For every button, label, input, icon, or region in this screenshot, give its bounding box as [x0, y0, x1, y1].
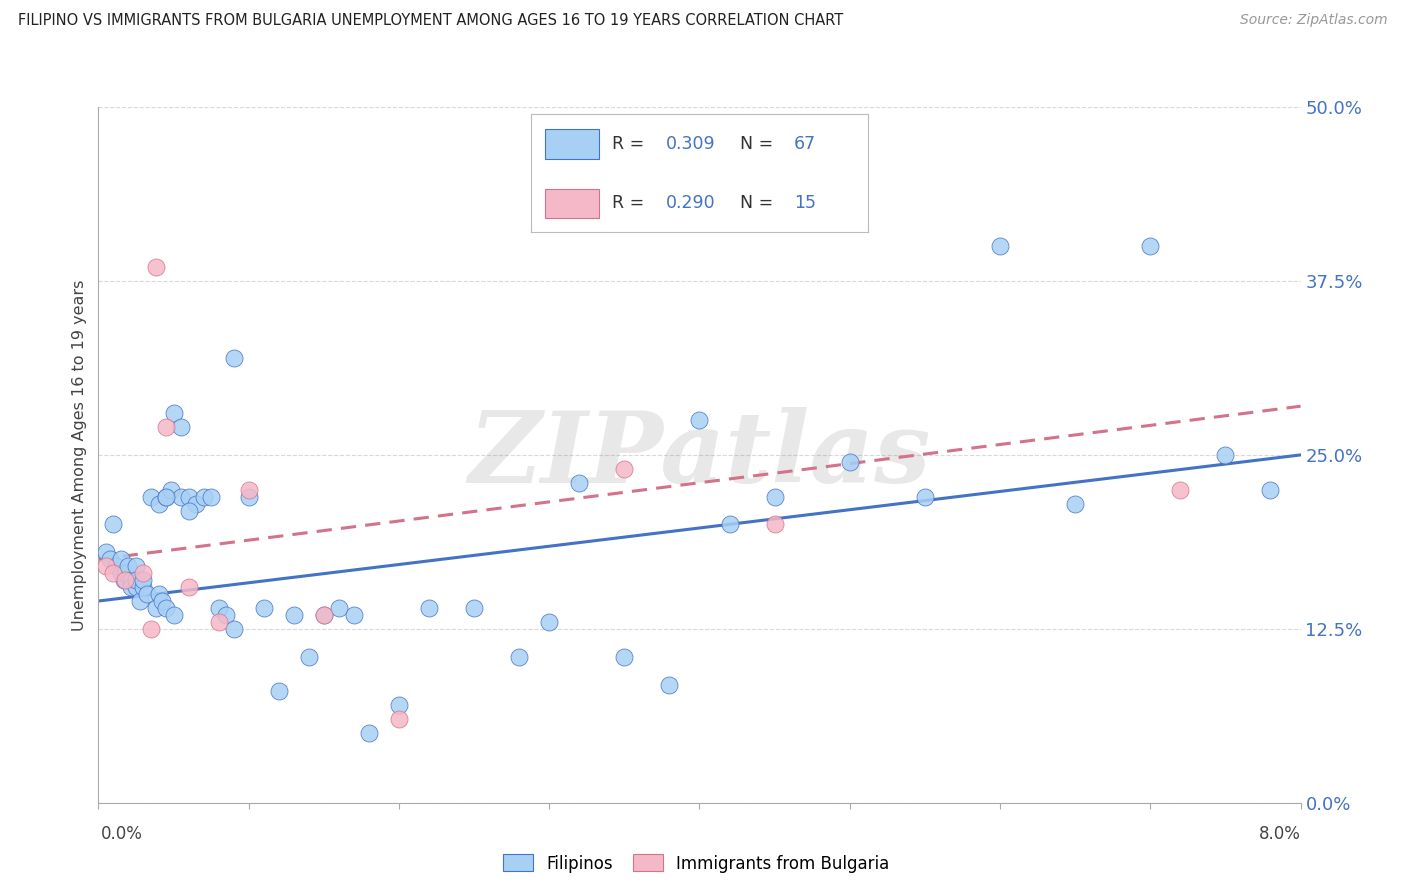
Point	[763, 490, 786, 504]
Point	[222, 622, 245, 636]
Text: ZIPatlas: ZIPatlas	[468, 407, 931, 503]
Point	[298, 649, 321, 664]
Point	[718, 517, 741, 532]
Text: FILIPINO VS IMMIGRANTS FROM BULGARIA UNEMPLOYMENT AMONG AGES 16 TO 19 YEARS CORR: FILIPINO VS IMMIGRANTS FROM BULGARIA UNE…	[18, 13, 844, 29]
Point	[125, 573, 148, 587]
Point	[94, 559, 117, 574]
Point	[1260, 483, 1282, 497]
Point	[283, 607, 305, 622]
Point	[1139, 239, 1161, 253]
Point	[129, 594, 152, 608]
Point	[838, 455, 860, 469]
Point	[763, 517, 786, 532]
Point	[613, 462, 636, 476]
Point	[112, 573, 135, 587]
Point	[463, 601, 485, 615]
Point	[155, 490, 177, 504]
Legend: Filipinos, Immigrants from Bulgaria: Filipinos, Immigrants from Bulgaria	[496, 847, 896, 880]
Point	[155, 601, 177, 615]
Point	[121, 573, 143, 587]
Point	[388, 712, 411, 726]
Point	[159, 483, 181, 497]
Point	[193, 490, 215, 504]
Point	[208, 601, 231, 615]
Point	[132, 566, 155, 581]
Point	[170, 420, 193, 434]
Point	[658, 677, 681, 691]
Point	[357, 726, 380, 740]
Text: 8.0%: 8.0%	[1258, 825, 1301, 843]
Point	[132, 573, 155, 587]
Point	[145, 260, 167, 274]
Point	[110, 566, 132, 581]
Point	[110, 552, 132, 566]
Point	[162, 607, 184, 622]
Point	[1170, 483, 1192, 497]
Point	[125, 559, 148, 574]
Text: 0.0%: 0.0%	[101, 825, 143, 843]
Point	[105, 559, 128, 574]
Point	[170, 490, 193, 504]
Point	[177, 490, 200, 504]
Point	[132, 580, 155, 594]
Point	[988, 239, 1011, 253]
Point	[388, 698, 411, 713]
Point	[267, 684, 290, 698]
Point	[312, 607, 335, 622]
Point	[103, 566, 125, 581]
Point	[117, 559, 139, 574]
Point	[238, 490, 260, 504]
Point	[148, 497, 170, 511]
Point	[121, 580, 143, 594]
Y-axis label: Unemployment Among Ages 16 to 19 years: Unemployment Among Ages 16 to 19 years	[72, 279, 87, 631]
Point	[538, 615, 561, 629]
Point	[155, 490, 177, 504]
Point	[155, 420, 177, 434]
Point	[139, 622, 162, 636]
Point	[114, 573, 136, 587]
Point	[150, 594, 173, 608]
Point	[148, 587, 170, 601]
Point	[208, 615, 231, 629]
Point	[184, 497, 207, 511]
Point	[253, 601, 276, 615]
Point	[312, 607, 335, 622]
Point	[135, 587, 157, 601]
Point	[162, 406, 184, 420]
Point	[238, 483, 260, 497]
Point	[568, 475, 591, 490]
Point	[94, 545, 117, 559]
Point	[1215, 448, 1237, 462]
Point	[1064, 497, 1087, 511]
Point	[343, 607, 366, 622]
Point	[215, 607, 238, 622]
Point	[914, 490, 936, 504]
Point	[200, 490, 222, 504]
Point	[418, 601, 440, 615]
Point	[100, 552, 122, 566]
Point	[688, 413, 710, 427]
Point	[125, 580, 148, 594]
Point	[177, 503, 200, 517]
Point	[139, 490, 162, 504]
Point	[328, 601, 350, 615]
Point	[613, 649, 636, 664]
Point	[177, 580, 200, 594]
Point	[508, 649, 530, 664]
Point	[103, 517, 125, 532]
Point	[222, 351, 245, 365]
Point	[145, 601, 167, 615]
Point	[114, 566, 136, 581]
Text: Source: ZipAtlas.com: Source: ZipAtlas.com	[1240, 13, 1388, 28]
